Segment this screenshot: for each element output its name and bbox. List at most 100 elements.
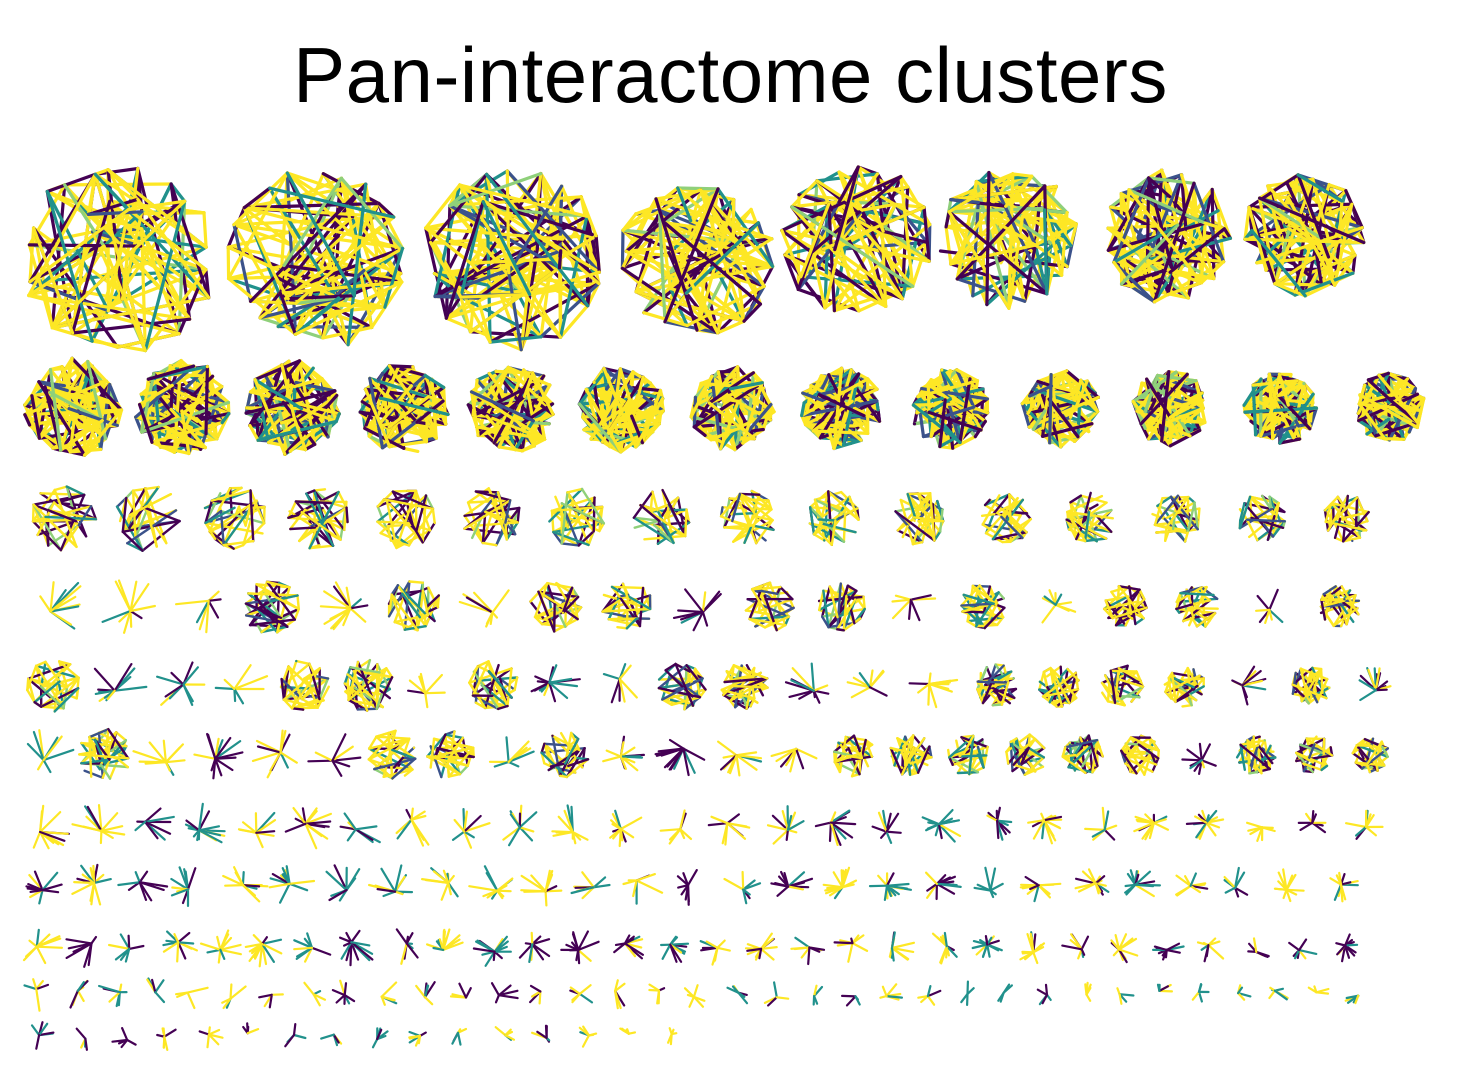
- network-cluster: [424, 169, 601, 352]
- network-edge: [894, 594, 912, 601]
- network-edge: [1020, 214, 1038, 247]
- network-edge: [917, 682, 931, 694]
- network-edge: [285, 171, 404, 284]
- network-edge: [172, 382, 207, 454]
- network-cluster: [657, 662, 707, 711]
- network-edge: [108, 383, 120, 406]
- network-edge: [974, 180, 1027, 303]
- network-edge: [810, 250, 827, 310]
- network-edge: [1273, 282, 1307, 298]
- network-cluster: [1065, 491, 1115, 543]
- network-edge: [833, 240, 929, 252]
- network-edge: [93, 172, 131, 212]
- network-edge: [232, 171, 289, 227]
- network-cluster: [78, 728, 130, 780]
- network-cluster: [689, 365, 776, 452]
- network-cluster: [26, 729, 75, 774]
- network-edge: [1276, 392, 1288, 398]
- network-cluster: [358, 364, 450, 453]
- network-edge: [63, 183, 106, 248]
- network-edge: [70, 199, 112, 335]
- network-cluster: [156, 661, 206, 707]
- network-cluster: [976, 663, 1018, 707]
- network-edge: [45, 189, 75, 335]
- network-edge: [1112, 260, 1134, 289]
- network-edge: [481, 200, 598, 238]
- network-edge: [290, 707, 305, 711]
- network-edge: [106, 168, 140, 201]
- network-cluster: [458, 589, 510, 628]
- network-edge: [677, 609, 705, 614]
- network-edge: [947, 172, 1015, 214]
- network-edge: [868, 686, 888, 697]
- network-cluster: [529, 581, 583, 633]
- network-edge: [293, 280, 404, 336]
- network-edge: [654, 197, 699, 332]
- network-edge: [475, 369, 498, 382]
- network-edge: [944, 210, 951, 229]
- network-edge: [432, 266, 562, 276]
- network-edge: [742, 284, 766, 323]
- network-edge: [893, 202, 929, 244]
- network-edge: [214, 686, 236, 691]
- network-edge: [607, 617, 638, 621]
- network-edge: [947, 206, 1047, 214]
- network-edge: [842, 513, 847, 543]
- network-edge: [1106, 226, 1150, 262]
- network-edge: [684, 588, 705, 614]
- network-edge: [468, 266, 562, 334]
- network-edge: [424, 691, 446, 695]
- network-edge: [423, 373, 446, 389]
- network-edge: [50, 326, 120, 349]
- network-edge: [742, 302, 763, 323]
- network-edge: [180, 409, 191, 455]
- network-edge: [1187, 607, 1219, 610]
- network-edge: [367, 384, 413, 438]
- network-cluster: [1243, 173, 1366, 298]
- network-edge: [1203, 221, 1226, 231]
- network-edge: [281, 400, 317, 446]
- network-edge: [1199, 260, 1226, 285]
- network-edge: [326, 393, 339, 439]
- network-edge: [1243, 237, 1366, 245]
- network-edge: [553, 603, 556, 633]
- network-edge: [45, 189, 94, 343]
- network-cluster: [1238, 494, 1287, 542]
- network-edge: [82, 408, 124, 457]
- network-edge: [1247, 202, 1354, 209]
- network-edge: [522, 368, 535, 423]
- network-cluster: [39, 581, 82, 630]
- network-edge: [817, 518, 837, 522]
- network-edge: [833, 165, 860, 252]
- cluster-row-4: [39, 579, 1361, 634]
- network-edge: [1146, 176, 1172, 199]
- network-edge: [858, 212, 885, 233]
- network-edge: [488, 335, 543, 344]
- network-cluster: [800, 366, 882, 450]
- network-edge: [387, 395, 430, 429]
- network-edge: [232, 223, 253, 303]
- network-edge: [519, 249, 563, 352]
- network-edge: [827, 202, 888, 308]
- network-edge: [444, 200, 485, 320]
- network-edge: [674, 187, 720, 266]
- network-edge: [207, 598, 222, 602]
- network-edge: [1241, 684, 1267, 691]
- network-edge: [256, 363, 284, 442]
- network-edge: [58, 419, 104, 452]
- network-cluster: [203, 486, 266, 550]
- network-edge: [810, 662, 815, 692]
- network-edge: [715, 319, 746, 335]
- network-edge: [204, 365, 209, 436]
- network-edge: [810, 175, 903, 254]
- network-cluster: [115, 485, 181, 552]
- network-edge: [684, 237, 774, 295]
- network-edge: [908, 682, 931, 686]
- network-edge: [36, 758, 45, 771]
- network-edge: [1250, 229, 1307, 298]
- network-cluster: [463, 487, 521, 547]
- network-edge: [1119, 223, 1180, 286]
- network-edge: [810, 200, 841, 254]
- network-cluster: [1291, 666, 1331, 705]
- network-cluster: [1231, 665, 1267, 706]
